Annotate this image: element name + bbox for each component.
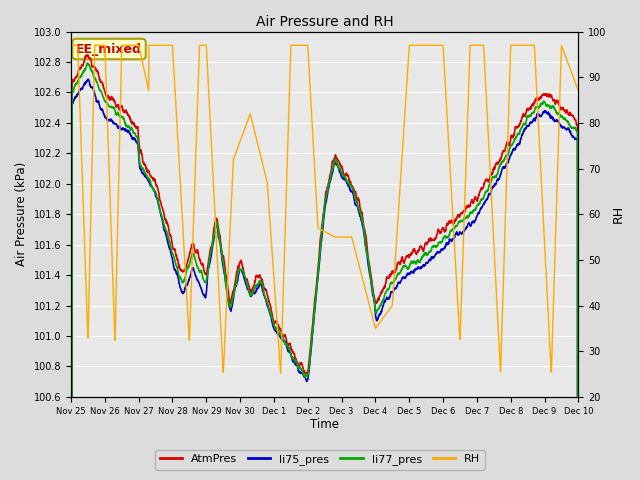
Y-axis label: Air Pressure (kPa): Air Pressure (kPa) <box>15 162 28 266</box>
Title: Air Pressure and RH: Air Pressure and RH <box>256 15 394 29</box>
X-axis label: Time: Time <box>310 419 339 432</box>
Legend: AtmPres, li75_pres, li77_pres, RH: AtmPres, li75_pres, li77_pres, RH <box>156 450 484 469</box>
Text: EE_mixed: EE_mixed <box>76 43 142 56</box>
Y-axis label: RH: RH <box>612 205 625 223</box>
